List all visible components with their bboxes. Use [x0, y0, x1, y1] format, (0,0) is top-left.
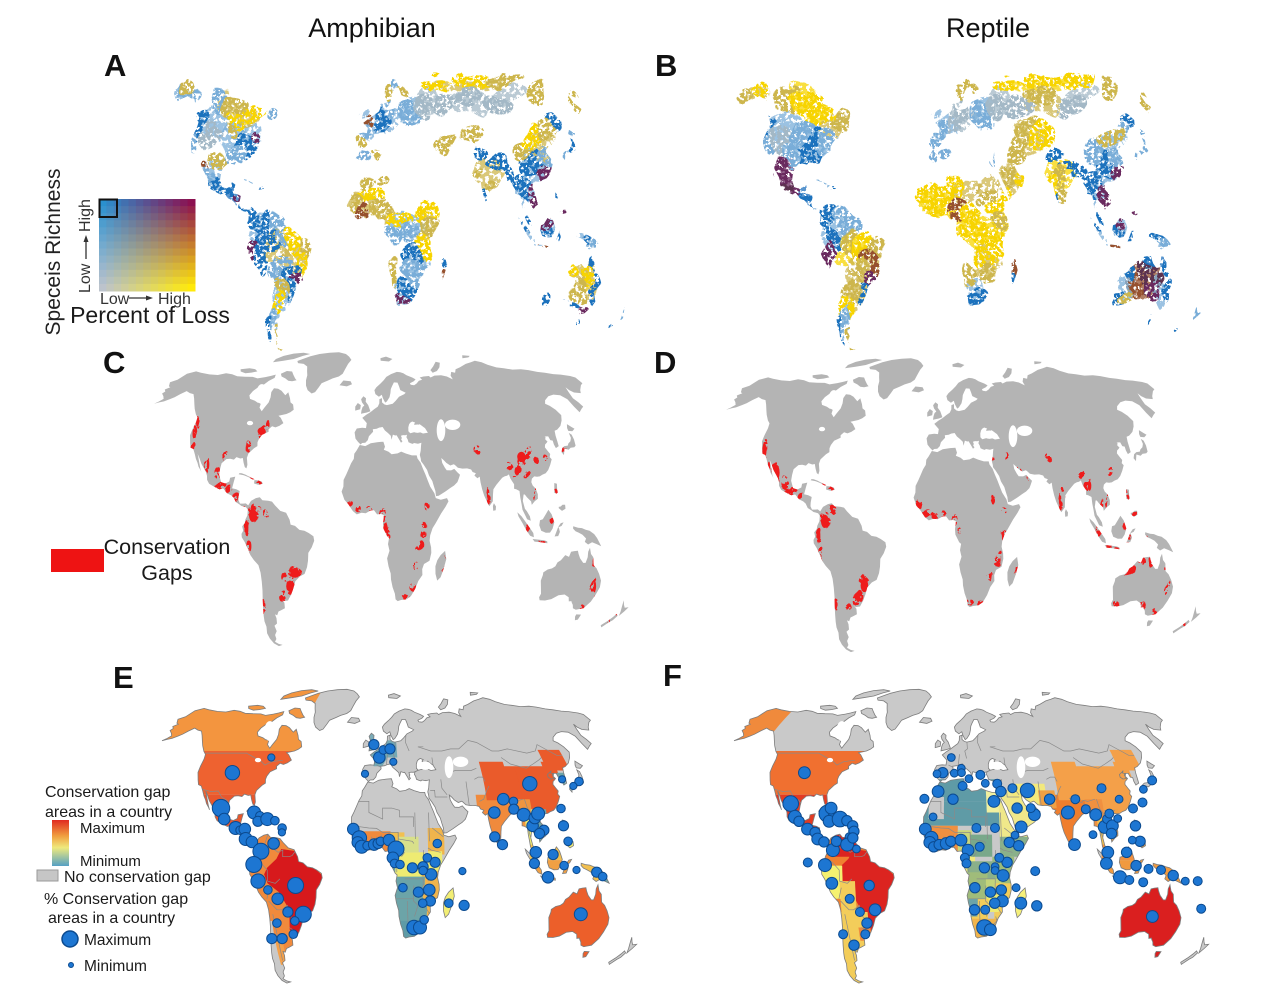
svg-text:F: F	[663, 658, 682, 693]
svg-text:areas in a country: areas in a country	[45, 804, 172, 821]
svg-text:Conservation gap: Conservation gap	[45, 784, 171, 801]
svg-text:A: A	[104, 48, 126, 83]
svg-text:Percent of Loss: Percent of Loss	[70, 302, 230, 328]
svg-text:E: E	[113, 660, 134, 695]
svg-text:High: High	[158, 291, 191, 308]
svg-text:No conservation gap: No conservation gap	[64, 869, 211, 886]
svg-text:High: High	[77, 199, 94, 232]
svg-text:areas in a country: areas in a country	[48, 910, 175, 927]
svg-text:Minimum: Minimum	[80, 853, 141, 870]
svg-text:Conservation: Conservation	[104, 535, 231, 559]
svg-text:Speceis Richness: Speceis Richness	[42, 169, 65, 336]
svg-text:Maximum: Maximum	[80, 820, 145, 837]
svg-text:C: C	[103, 345, 125, 380]
svg-text:% Conservation gap: % Conservation gap	[44, 891, 188, 908]
svg-text:B: B	[655, 48, 677, 83]
svg-text:Maximum: Maximum	[84, 932, 151, 949]
svg-text:Amphibian: Amphibian	[308, 13, 436, 43]
svg-text:Reptile: Reptile	[946, 13, 1030, 43]
svg-text:Low: Low	[77, 263, 94, 293]
svg-text:Gaps: Gaps	[141, 561, 192, 585]
svg-text:Minimum: Minimum	[84, 958, 147, 975]
svg-text:D: D	[654, 345, 676, 380]
svg-text:Low: Low	[100, 291, 130, 308]
